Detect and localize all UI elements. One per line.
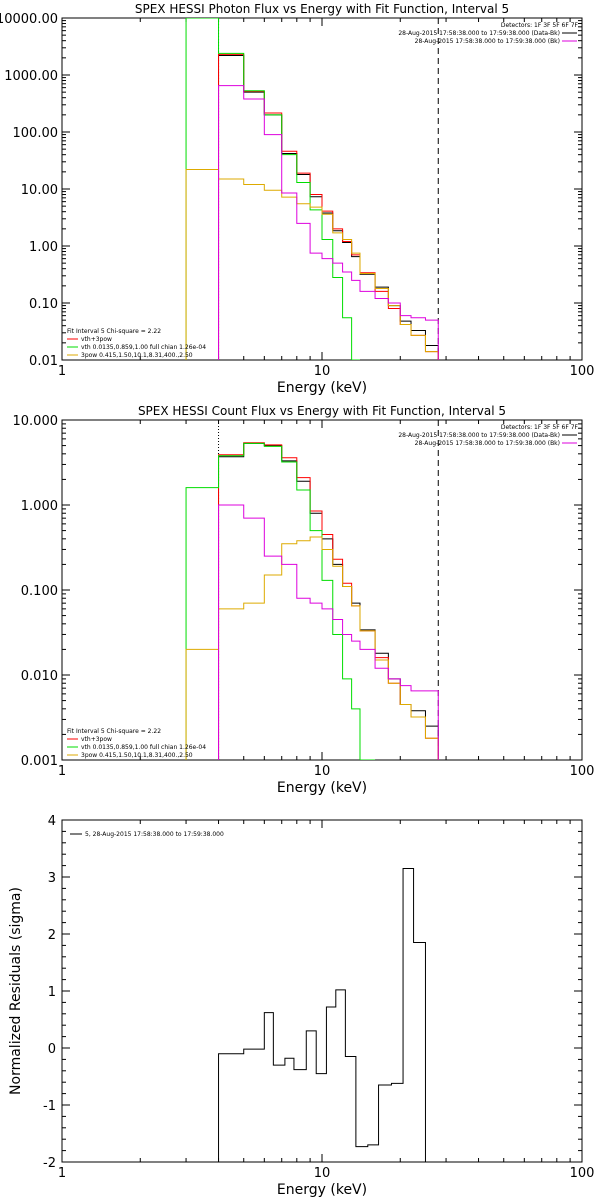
panel-3-x-tick-label: 1: [58, 1166, 66, 1181]
panel-1-y-tick-label: 0.01: [29, 354, 58, 369]
panel-1-legend-tr: Detectors: 1F 3F 5F 6F 7F: [501, 22, 579, 29]
panel-2-x-label: Energy (keV): [277, 780, 367, 796]
panel-3-y-tick-label: 3: [48, 871, 56, 886]
panel-1-y-tick-label: 1000.00: [4, 69, 58, 84]
panel-3-x-label: Energy (keV): [277, 1182, 367, 1198]
panel-1-x-tick-label: 100: [570, 364, 595, 379]
panel-2-fit-text: Fit Interval 5 Chi-square = 2.22: [67, 728, 161, 735]
panel-1-legend-bl: 3pow 0.415,1.50,10.1,8.31,400.,2.50: [81, 352, 193, 359]
panel-3-y-tick-label: -2: [43, 1156, 56, 1171]
panel-1-series-3pow: [185, 168, 439, 360]
panel-2-y-tick-label: 0.001: [21, 754, 58, 769]
panel-2-legend-bl: vth+3pow: [81, 736, 112, 743]
panel-3-y-tick-label: 1: [48, 985, 56, 1000]
panel-2-legend-tr: 28-Aug-2015 17:58:38.000 to 17:59:38.000…: [415, 440, 560, 447]
panel-2-series-data: [218, 442, 439, 760]
panel-2-y-tick-label: 0.010: [21, 669, 58, 684]
panel-1-legend-tr: 28-Aug-2015 17:58:38.000 to 17:59:38.000…: [398, 30, 560, 37]
panel-1-series-vth: [185, 18, 360, 360]
panel-1-series-data: [218, 54, 439, 360]
panel-1-y-tick-label: 1.00: [29, 240, 58, 255]
panel-2-title: SPEX HESSI Count Flux vs Energy with Fit…: [138, 404, 506, 418]
panel-1-y-tick-label: 10.00: [21, 183, 58, 198]
panel-2-series-vth: [185, 442, 376, 760]
panel-3-y-label: Normalized Residuals (sigma): [8, 887, 24, 1095]
panel-3-y-tick-label: 0: [48, 1042, 56, 1057]
panel-3-y-tick-label: 2: [48, 928, 56, 943]
panel-1-y-tick-label: 100.00: [13, 126, 59, 141]
panel-2-series-background: [218, 504, 439, 760]
panel-2-y-tick-label: 1.000: [21, 499, 58, 514]
panel-2-legend-tr: 28-Aug-2015 17:58:38.000 to 17:59:38.000…: [398, 432, 560, 439]
panel-1-series-vth-3pow: [218, 53, 439, 360]
panel-2-frame: [61, 419, 583, 761]
panel-1-y-tick-label: 10000.00: [0, 12, 58, 27]
panel-2-y-tick-label: 10.000: [13, 414, 59, 429]
panel-2-series-vth-3pow: [218, 442, 439, 760]
panel-1-y-tick-label: 0.10: [29, 297, 58, 312]
panel-1-legend-bl: vth 0.0135,0.859,1.00 full chian 1.26e-0…: [81, 344, 206, 351]
panel-1-legend-tr: 28-Aug-2015 17:58:38.000 to 17:59:38.000…: [415, 38, 560, 45]
panel-2-legend-tr: Detectors: 1F 3F 5F 6F 7F: [501, 424, 579, 431]
panel-2-legend-bl: vth 0.0135,0.859,1.00 full chian 1.26e-0…: [81, 744, 206, 751]
panel-1-legend-bl: vth+3pow: [81, 336, 112, 343]
panel-2-x-tick-label: 10: [314, 764, 331, 779]
panel-2-x-tick-label: 100: [570, 764, 595, 779]
panel-3-y-tick-label: -1: [43, 1099, 56, 1114]
panel-1-x-tick-label: 1: [58, 364, 66, 379]
panel-3-series-residuals: [218, 867, 426, 1162]
panel-3-x-tick-label: 100: [570, 1166, 595, 1181]
panel-1-x-label: Energy (keV): [277, 380, 367, 396]
panel-2-x-tick-label: 1: [58, 764, 66, 779]
panel-3-x-tick-label: 10: [314, 1166, 331, 1181]
panel-1-x-tick-label: 10: [314, 364, 331, 379]
panel-3-y-tick-label: 4: [48, 814, 56, 829]
panel-2-legend-bl: 3pow 0.415,1.50,10.1,8.31,400.,2.50: [81, 752, 193, 759]
panel-2-y-tick-label: 0.100: [21, 584, 58, 599]
panel-1-fit-text: Fit Interval 5 Chi-square = 2.22: [67, 328, 161, 335]
panel-1-frame: [61, 17, 583, 361]
panel-3-legend-tl: 5, 28-Aug-2015 17:58:38.000 to 17:59:38.…: [85, 831, 224, 838]
panel-3-frame: [61, 819, 583, 1163]
panel-2-series-3pow: [185, 536, 439, 760]
panel-1-series-background: [218, 85, 439, 360]
panel-1-title: SPEX HESSI Photon Flux vs Energy with Fi…: [135, 2, 509, 16]
